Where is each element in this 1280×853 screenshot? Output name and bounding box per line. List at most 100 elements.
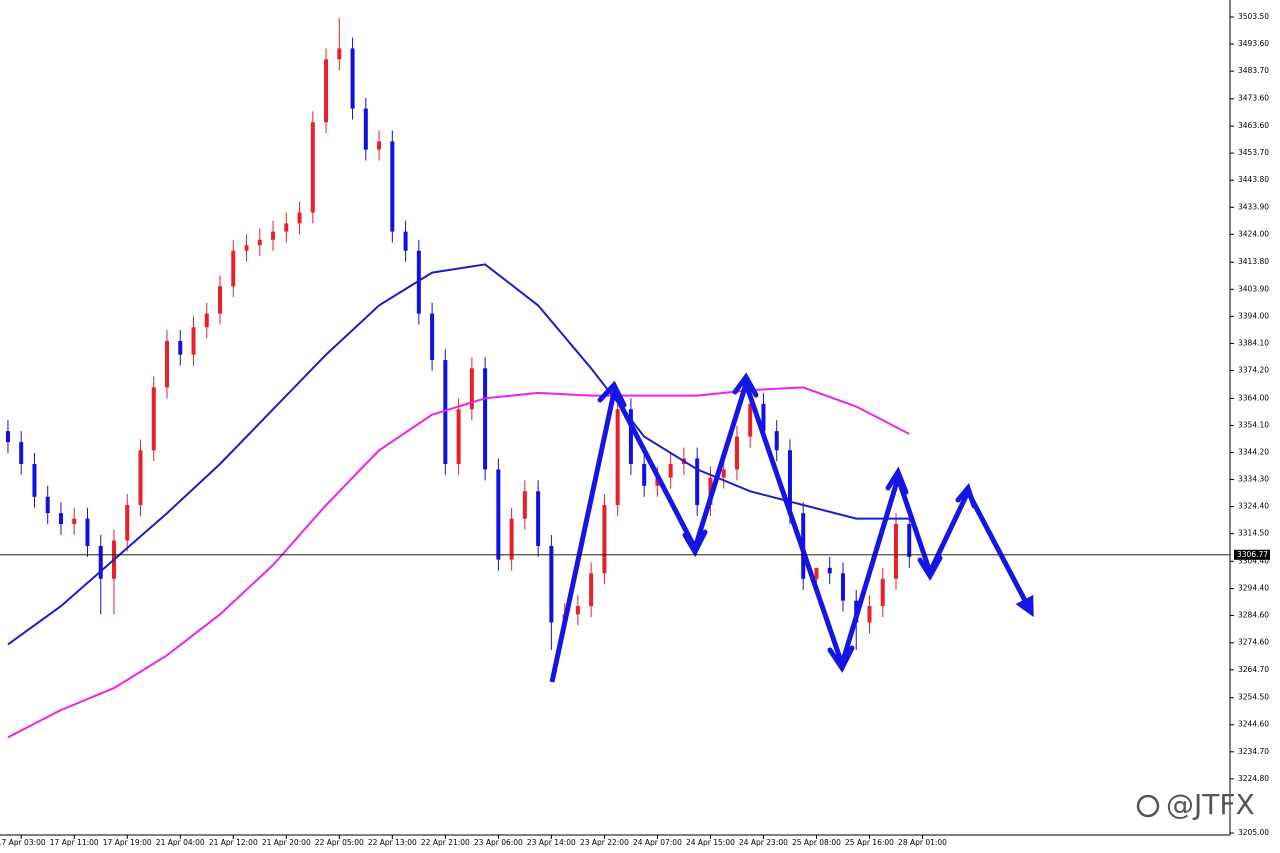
y-tick-label: 3374.20 bbox=[1238, 365, 1269, 374]
x-tick-label: 28 Apr 01:00 bbox=[898, 838, 947, 847]
candle-body bbox=[204, 313, 209, 328]
candle-body bbox=[695, 458, 700, 505]
candle-body bbox=[350, 48, 355, 109]
candle-body bbox=[443, 360, 448, 464]
candle-body bbox=[642, 463, 647, 486]
y-tick-label: 3503.50 bbox=[1238, 12, 1269, 21]
candle-body bbox=[244, 245, 249, 251]
x-tick-label: 25 Apr 16:00 bbox=[845, 838, 894, 847]
x-tick-label: 25 Apr 08:00 bbox=[792, 838, 841, 847]
candle-body bbox=[58, 513, 63, 525]
candle-body bbox=[271, 231, 276, 240]
candle-body bbox=[363, 108, 368, 150]
candle-body bbox=[151, 387, 156, 451]
candle-body bbox=[589, 573, 594, 607]
y-tick-label: 3324.40 bbox=[1238, 502, 1269, 511]
x-tick-label: 24 Apr 15:00 bbox=[686, 838, 735, 847]
candle-body bbox=[907, 524, 912, 557]
moving-average bbox=[7, 386, 910, 739]
current-price-box bbox=[1234, 549, 1270, 560]
candle-body bbox=[5, 431, 10, 443]
candle-body bbox=[721, 469, 726, 478]
y-tick-label: 3304.40 bbox=[1238, 556, 1269, 565]
x-tick-label: 24 Apr 23:00 bbox=[739, 838, 788, 847]
candle-body bbox=[774, 431, 779, 451]
candle-body bbox=[416, 250, 421, 314]
plot-area bbox=[5, 18, 912, 739]
candle-body bbox=[814, 567, 819, 579]
x-tick-label: 22 Apr 21:00 bbox=[421, 838, 470, 847]
x-tick-label: 17 Apr 11:00 bbox=[50, 838, 99, 847]
moving-average bbox=[7, 263, 910, 646]
candle-body bbox=[628, 409, 633, 464]
candle-body bbox=[483, 368, 488, 470]
candle-body bbox=[165, 340, 170, 388]
candle-body bbox=[32, 463, 37, 497]
candle-body bbox=[867, 606, 872, 623]
candle-body bbox=[231, 250, 236, 287]
y-tick-label: 3205.00 bbox=[1238, 828, 1269, 837]
x-tick-label: 21 Apr 04:00 bbox=[156, 838, 205, 847]
candle-body bbox=[191, 327, 196, 355]
y-tick-label: 3234.70 bbox=[1238, 747, 1269, 756]
candle-body bbox=[880, 578, 885, 607]
y-tick-label: 3473.60 bbox=[1238, 94, 1269, 103]
current-price-label: 3306.77 bbox=[1237, 550, 1268, 559]
x-tick-label: 23 Apr 14:00 bbox=[527, 838, 576, 847]
candle-body bbox=[509, 518, 514, 560]
candle-body bbox=[297, 212, 302, 224]
candle-body bbox=[456, 409, 461, 464]
x-tick-label: 17 Apr 03:00 bbox=[0, 838, 46, 847]
candle-body bbox=[761, 403, 766, 432]
candle-body bbox=[324, 59, 329, 123]
y-tick-label: 3424.00 bbox=[1238, 229, 1269, 238]
candle-body bbox=[284, 223, 289, 232]
y-tick-label: 3443.80 bbox=[1238, 175, 1269, 184]
arrow-heads bbox=[597, 372, 977, 673]
x-tick-label: 21 Apr 12:00 bbox=[209, 838, 258, 847]
candle-body bbox=[430, 313, 435, 361]
candle-body bbox=[734, 436, 739, 470]
y-tick-label: 3344.20 bbox=[1238, 447, 1269, 456]
y-tick-label: 3433.90 bbox=[1238, 202, 1269, 211]
candle-body bbox=[522, 491, 527, 519]
y-tick-label: 3354.10 bbox=[1238, 420, 1269, 429]
candle-body bbox=[178, 340, 183, 355]
y-tick-label: 3364.00 bbox=[1238, 393, 1269, 402]
candle-body bbox=[403, 231, 408, 251]
y-tick-label: 3244.60 bbox=[1238, 720, 1269, 729]
candle-body bbox=[469, 368, 474, 410]
candle-body bbox=[125, 504, 130, 541]
y-tick-label: 3453.70 bbox=[1238, 148, 1269, 157]
y-tick-label: 3284.60 bbox=[1238, 610, 1269, 619]
candle-body bbox=[575, 606, 580, 615]
candle-body bbox=[218, 286, 223, 314]
y-tick-label: 3334.30 bbox=[1238, 475, 1269, 484]
candle-body bbox=[655, 477, 660, 486]
x-tick-label: 24 Apr 07:00 bbox=[633, 838, 682, 847]
candle-body bbox=[85, 518, 90, 546]
candle-body bbox=[748, 403, 753, 437]
x-tick-label: 22 Apr 13:00 bbox=[368, 838, 417, 847]
x-tick-label: 17 Apr 19:00 bbox=[103, 838, 152, 847]
candle-body bbox=[257, 239, 262, 246]
candle-body bbox=[893, 524, 898, 579]
watermark-text: @JTFX bbox=[1166, 788, 1255, 821]
x-tick-label: 23 Apr 06:00 bbox=[474, 838, 523, 847]
y-tick-label: 3403.90 bbox=[1238, 284, 1269, 293]
candle-body bbox=[377, 141, 382, 150]
candle-body bbox=[668, 463, 673, 478]
y-tick-label: 3413.80 bbox=[1238, 257, 1269, 266]
candle-body bbox=[72, 518, 77, 525]
candle-body bbox=[337, 48, 342, 60]
candle-body bbox=[138, 450, 143, 505]
forecast-arrow bbox=[549, 381, 1034, 683]
candle-body bbox=[536, 491, 541, 546]
candle-body bbox=[549, 545, 554, 623]
watermark: @JTFX bbox=[1136, 788, 1255, 821]
candle-body bbox=[390, 141, 395, 232]
candle-body bbox=[827, 567, 832, 574]
y-tick-label: 3294.40 bbox=[1238, 584, 1269, 593]
